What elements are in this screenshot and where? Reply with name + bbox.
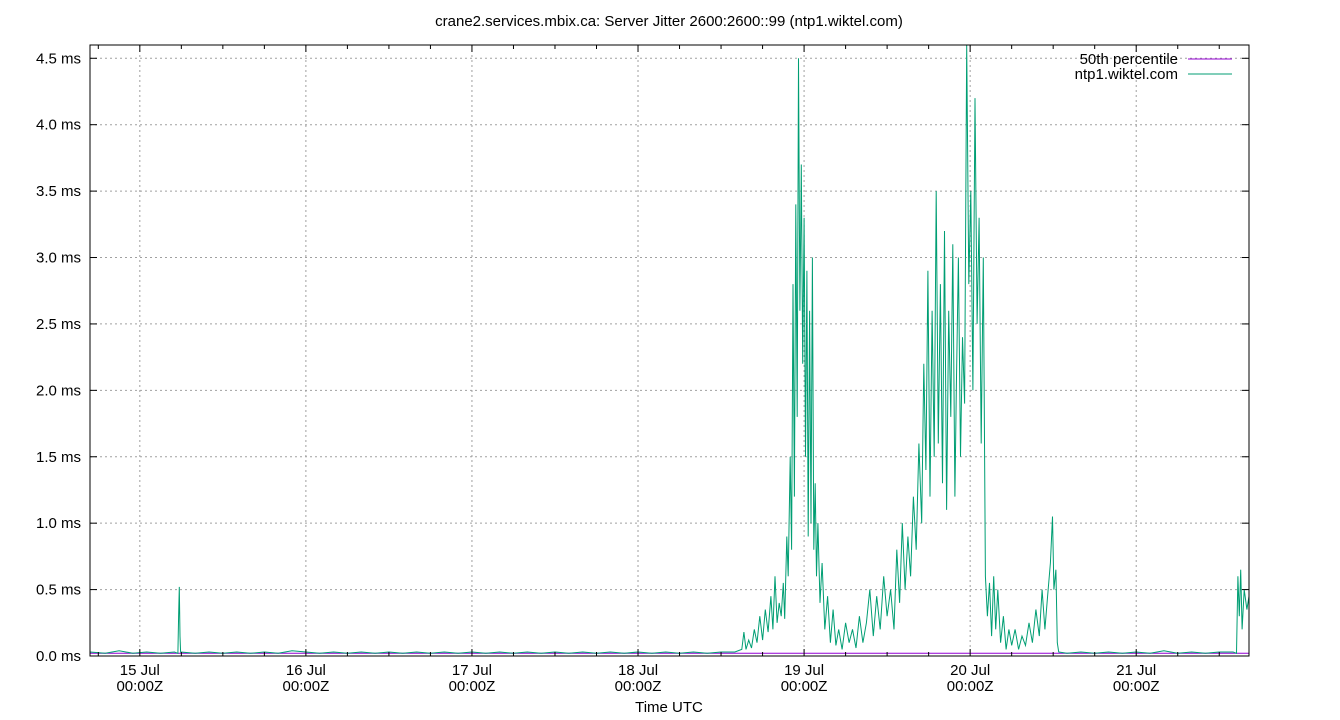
plot-area (89, 44, 1250, 655)
y-tick-label: 0.5 ms (36, 582, 81, 599)
y-tick-label: 1.0 ms (36, 515, 81, 532)
legend-entry-label: ntp1.wiktel.com (1075, 66, 1178, 83)
y-tick-label: 0.0 ms (36, 648, 81, 665)
x-tick-label-date: 17 Jul (452, 662, 492, 679)
x-tick-label-time: 00:00Z (615, 678, 662, 695)
x-tick-label-date: 16 Jul (286, 662, 326, 679)
y-tick-label: 2.0 ms (36, 382, 81, 399)
x-axis-label: Time UTC (635, 699, 703, 716)
plot-frame (89, 44, 1250, 657)
legend-entry-label: 50th percentile (1080, 51, 1178, 68)
x-tick-label-date: 20 Jul (950, 662, 990, 679)
x-tick-label-date: 18 Jul (618, 662, 658, 679)
x-tick-label-time: 00:00Z (283, 678, 330, 695)
series-line-server (89, 44, 1250, 655)
x-tick-label-date: 21 Jul (1116, 662, 1156, 679)
y-tick-label: 3.0 ms (36, 250, 81, 267)
y-tick-label: 4.5 ms (36, 50, 81, 67)
y-tick-label: 1.5 ms (36, 449, 81, 466)
x-tick-label-time: 00:00Z (449, 678, 496, 695)
y-tick-label: 4.0 ms (36, 117, 81, 134)
x-tick-label-time: 00:00Z (781, 678, 828, 695)
x-tick-label-date: 15 Jul (120, 662, 160, 679)
grid (90, 45, 1249, 656)
x-tick-label-time: 00:00Z (1113, 678, 1160, 695)
y-tick-label: 3.5 ms (36, 183, 81, 200)
x-tick-label-date: 19 Jul (784, 662, 824, 679)
x-tick-label-time: 00:00Z (116, 678, 163, 695)
y-tick-label: 2.5 ms (36, 316, 81, 333)
axis-ticks: 0.0 ms 0.5 ms 1.0 ms 1.5 ms 2.0 ms 2.5 ms 3.0 … (36, 45, 1249, 695)
x-tick-label-time: 00:00Z (947, 678, 994, 695)
chart-title: crane2.services.mbix.ca: Server Jitter 2… (435, 13, 903, 30)
